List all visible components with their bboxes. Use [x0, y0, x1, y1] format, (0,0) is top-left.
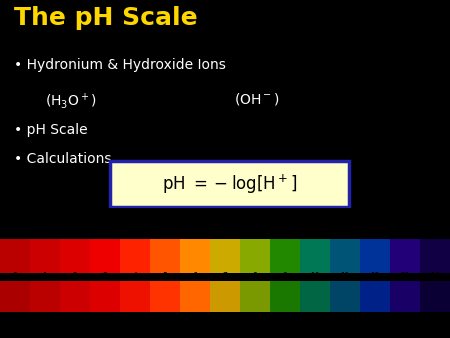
Bar	[300, 281, 330, 312]
Bar	[270, 281, 300, 312]
Text: Distilled water: Distilled water	[204, 209, 246, 214]
Text: 8: 8	[252, 272, 257, 281]
Text: The pH Scale: The pH Scale	[14, 6, 197, 30]
Text: 14: 14	[430, 272, 440, 281]
Text: 11: 11	[340, 272, 350, 281]
Bar	[150, 239, 180, 273]
Text: 2: 2	[72, 272, 77, 281]
Bar	[330, 281, 360, 312]
Text: Ammonia: Ammonia	[331, 316, 359, 321]
Text: Neutral: Neutral	[214, 316, 236, 321]
Text: 7: 7	[223, 272, 227, 281]
Bar	[420, 239, 450, 273]
Text: • pH Scale: • pH Scale	[14, 123, 87, 137]
Text: (OH$^-$): (OH$^-$)	[234, 92, 279, 107]
Text: 6: 6	[193, 272, 198, 281]
Bar	[0, 239, 30, 273]
Bar	[180, 239, 210, 273]
Text: 12: 12	[370, 272, 380, 281]
Text: Baking soda: Baking soda	[258, 316, 294, 321]
Text: 5: 5	[162, 272, 167, 281]
Bar	[300, 239, 330, 273]
Text: Tomato: Tomato	[100, 316, 122, 321]
Bar	[390, 281, 420, 312]
Bar	[240, 239, 270, 273]
Text: Soap: Soap	[308, 209, 322, 214]
Text: 0: 0	[13, 272, 18, 281]
FancyBboxPatch shape	[110, 161, 349, 207]
Text: • Calculations: • Calculations	[14, 152, 111, 166]
Bar	[180, 281, 210, 312]
Text: Most acidic: Most acidic	[5, 316, 43, 321]
Text: 1: 1	[43, 272, 47, 281]
Text: Milk: Milk	[159, 316, 171, 321]
Bar	[360, 239, 390, 273]
Bar	[330, 239, 360, 273]
Bar	[240, 281, 270, 312]
Bar	[270, 239, 300, 273]
Bar	[360, 281, 390, 312]
Text: Most basic: Most basic	[402, 316, 438, 321]
Text: pH $= -\log[\mathrm{H}^+]$: pH $= -\log[\mathrm{H}^+]$	[162, 172, 297, 196]
Text: Vinegar: Vinegar	[64, 316, 86, 321]
Bar	[420, 281, 450, 312]
Bar	[90, 281, 120, 312]
Bar	[210, 239, 240, 273]
Text: Lemons: Lemons	[63, 209, 86, 214]
Text: 13: 13	[400, 272, 410, 281]
Bar	[60, 239, 90, 273]
Bar	[60, 281, 90, 312]
Text: 3: 3	[103, 272, 108, 281]
Bar	[30, 281, 60, 312]
Text: Car battery acid: Car battery acid	[0, 209, 39, 214]
Text: Oranges: Oranges	[93, 209, 117, 214]
Text: White bread: White bread	[147, 209, 183, 214]
Bar	[120, 239, 150, 273]
Text: 10: 10	[310, 272, 320, 281]
Bar	[90, 239, 120, 273]
Bar	[150, 281, 180, 312]
Text: Drain cleaner: Drain cleaner	[385, 209, 425, 214]
Bar	[30, 239, 60, 273]
Bar	[120, 281, 150, 312]
Text: 4: 4	[133, 272, 137, 281]
Text: (H$_3$O$^+$): (H$_3$O$^+$)	[45, 92, 97, 111]
Text: 9: 9	[283, 272, 288, 281]
Text: • Hydronium & Hydroxide Ions: • Hydronium & Hydroxide Ions	[14, 58, 225, 72]
Bar	[210, 281, 240, 312]
Bar	[0, 281, 30, 312]
Bar	[390, 239, 420, 273]
